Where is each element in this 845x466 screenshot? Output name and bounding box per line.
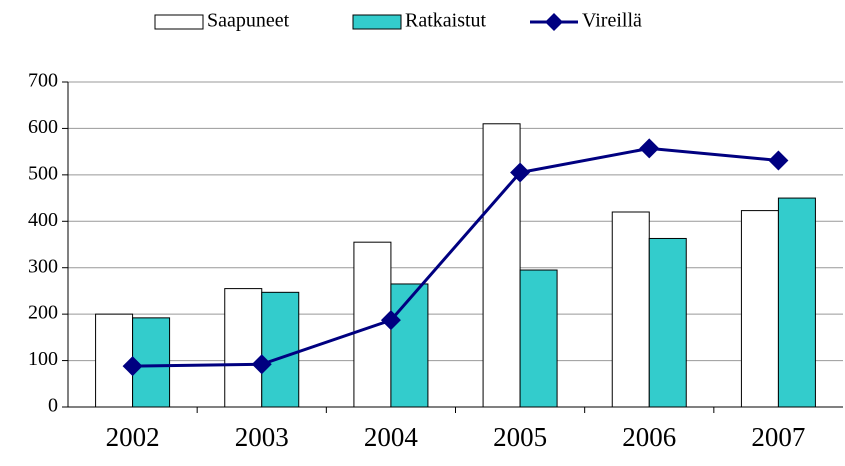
- y-tick-label: 300: [28, 255, 58, 277]
- y-tick-label: 400: [28, 209, 58, 231]
- x-tick-label: 2007: [751, 422, 805, 452]
- bar: [740, 210, 779, 408]
- x-tick-label: 2003: [235, 422, 289, 452]
- y-tick-label: 200: [28, 302, 58, 324]
- legend-swatch: [352, 14, 402, 30]
- marker: [510, 162, 531, 183]
- marker: [768, 150, 789, 171]
- marker: [251, 354, 272, 375]
- y-tick-label: 500: [28, 162, 58, 184]
- bar: [224, 288, 263, 408]
- bar: [648, 237, 687, 408]
- bar: [390, 283, 429, 408]
- x-tick-label: 2004: [364, 422, 419, 452]
- legend-label: Ratkaistut: [405, 10, 487, 32]
- legend-label: Saapuneet: [207, 10, 290, 32]
- bar: [611, 211, 650, 408]
- marker: [122, 356, 143, 377]
- bar: [777, 197, 816, 408]
- marker: [380, 310, 401, 331]
- y-tick-label: 600: [28, 116, 58, 138]
- x-tick-label: 2005: [493, 422, 547, 452]
- bar: [261, 291, 300, 408]
- legend-swatch: [154, 14, 204, 30]
- x-tick-label: 2002: [106, 422, 160, 452]
- bar: [353, 241, 392, 408]
- legend-marker: [545, 13, 563, 31]
- y-tick-label: 700: [28, 70, 58, 92]
- legend-label: Vireillä: [582, 10, 642, 32]
- y-tick-label: 100: [28, 348, 58, 370]
- bar: [482, 123, 521, 408]
- bar: [95, 313, 134, 408]
- x-tick-label: 2006: [622, 422, 676, 452]
- line: [132, 146, 779, 368]
- y-tick-label: 0: [48, 395, 58, 417]
- marker: [639, 138, 660, 159]
- bar: [519, 269, 558, 408]
